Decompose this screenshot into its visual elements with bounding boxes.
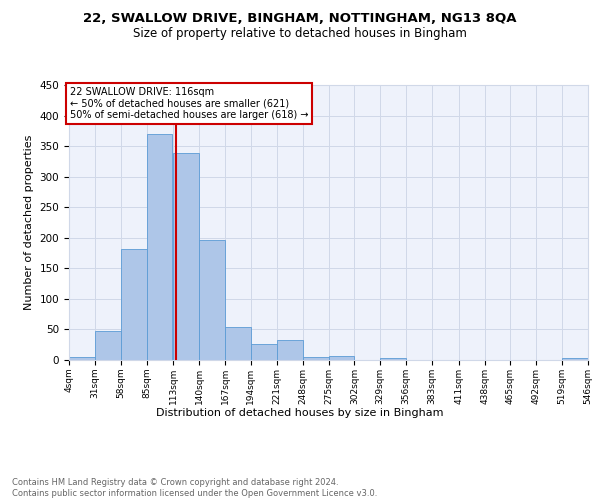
Text: Distribution of detached houses by size in Bingham: Distribution of detached houses by size … — [156, 408, 444, 418]
Bar — [69, 357, 95, 360]
Bar — [225, 327, 251, 360]
Bar — [302, 357, 329, 360]
Text: 22 SWALLOW DRIVE: 116sqm
← 50% of detached houses are smaller (621)
50% of semi-: 22 SWALLOW DRIVE: 116sqm ← 50% of detach… — [70, 86, 308, 120]
Bar — [199, 240, 225, 360]
Text: Contains HM Land Registry data © Crown copyright and database right 2024.
Contai: Contains HM Land Registry data © Crown c… — [12, 478, 377, 498]
Text: Size of property relative to detached houses in Bingham: Size of property relative to detached ho… — [133, 28, 467, 40]
Bar — [146, 134, 172, 360]
Y-axis label: Number of detached properties: Number of detached properties — [24, 135, 34, 310]
Bar — [380, 358, 406, 360]
Bar — [173, 154, 199, 360]
Bar — [329, 356, 355, 360]
Bar — [121, 250, 146, 360]
Bar — [562, 358, 588, 360]
Bar — [277, 340, 302, 360]
Bar — [95, 332, 121, 360]
Bar — [251, 344, 277, 360]
Text: 22, SWALLOW DRIVE, BINGHAM, NOTTINGHAM, NG13 8QA: 22, SWALLOW DRIVE, BINGHAM, NOTTINGHAM, … — [83, 12, 517, 26]
